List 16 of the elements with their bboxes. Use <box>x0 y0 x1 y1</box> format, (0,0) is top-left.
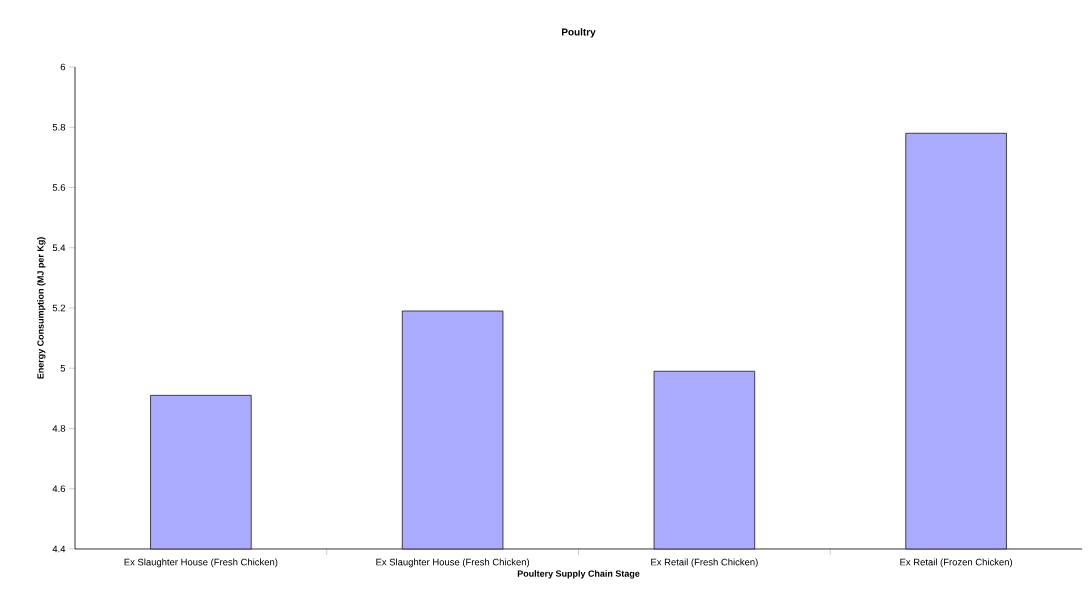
y-tick-label: 5.8 <box>52 123 66 131</box>
y-tick-label: 5.6 <box>52 184 66 191</box>
y-tick-label: 4.8 <box>52 425 66 432</box>
y-axis-title: Energy Consumption (MJ per Kg) <box>37 237 46 379</box>
y-tick-label: 5 <box>60 364 66 372</box>
x-tick-label: Ex Retail (Fresh Chicken) <box>651 558 758 568</box>
y-tick-label: 5.2 <box>52 304 66 312</box>
chart-title: Poultry <box>562 28 596 38</box>
y-tick-label: 4.4 <box>52 545 66 553</box>
x-tick-label: Ex Slaughter House (Fresh Chicken) <box>376 558 530 568</box>
y-tick-label: 6 <box>60 63 66 71</box>
y-tick-label: 5.4 <box>52 244 66 252</box>
x-tick-label: Ex Retail (Frozen Chicken) <box>900 558 1013 568</box>
x-tick-label: Ex Slaughter House (Fresh Chicken) <box>124 558 278 568</box>
y-tick-label: 4.6 <box>52 485 66 493</box>
x-axis-title: Poultery Supply Chain Stage <box>517 570 640 579</box>
